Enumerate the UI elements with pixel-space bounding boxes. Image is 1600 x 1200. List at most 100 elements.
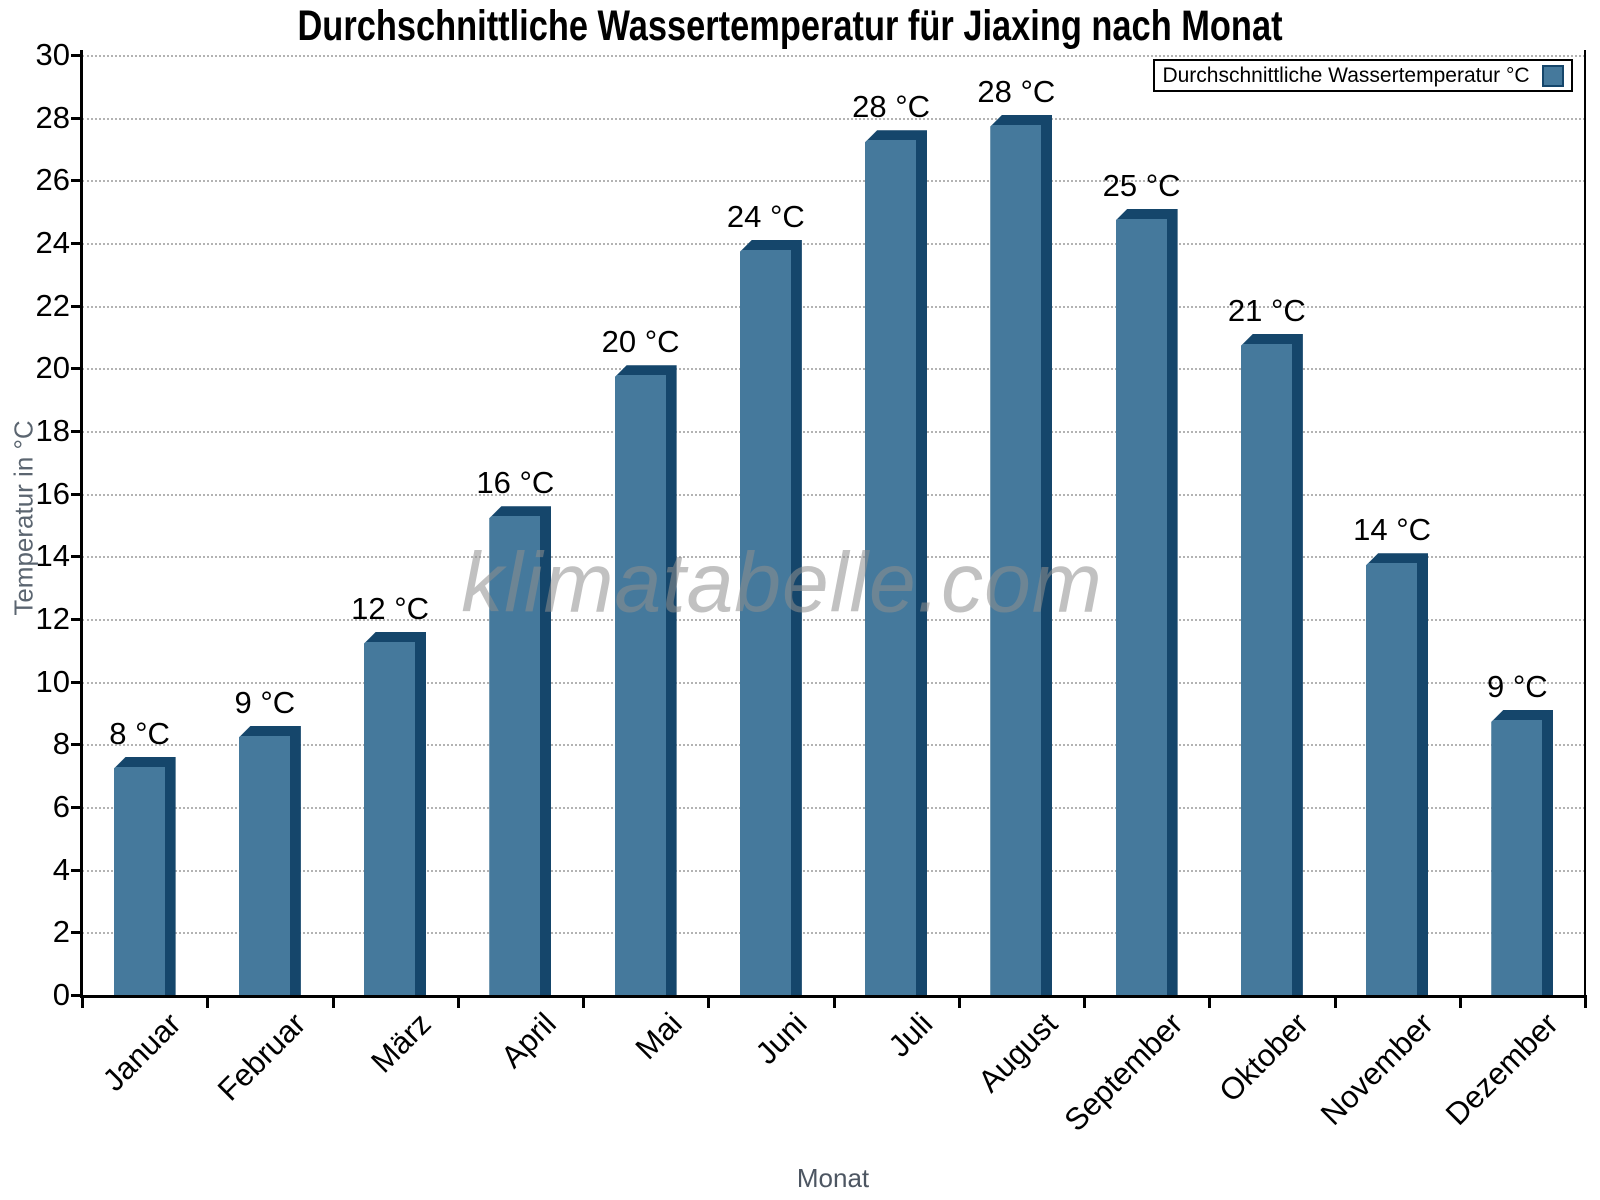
- y-tick-label: 26: [35, 162, 70, 198]
- y-axis-title: Temperatur in °C: [8, 420, 39, 616]
- y-tick-label: 0: [52, 977, 70, 1012]
- gridline: [82, 368, 1585, 371]
- x-tick-mark: [331, 995, 335, 1008]
- bar-value-label: 8 °C: [109, 715, 170, 751]
- y-tick-label: 28: [35, 99, 70, 135]
- y-tick-mark: [71, 116, 82, 120]
- bar-face: [990, 124, 1042, 995]
- gridline: [82, 243, 1585, 245]
- bar: [739, 239, 802, 995]
- legend-label: Durchschnittliche Wassertemperatur °C: [1162, 63, 1530, 87]
- chart-title: Durchschnittliche Wassertemperatur für J…: [174, 2, 1405, 51]
- bar: [614, 365, 677, 995]
- bar-value-label: 20 °C: [601, 324, 680, 360]
- y-tick-mark: [71, 430, 82, 433]
- bar-value-label: 9 °C: [234, 684, 296, 720]
- gridline: [82, 305, 1585, 308]
- bar-face: [865, 140, 917, 995]
- y-tick-mark: [71, 743, 82, 747]
- x-tick-mark: [707, 995, 711, 1008]
- gridlines: [82, 55, 1585, 995]
- y-tick-label: 22: [35, 287, 70, 323]
- gridline: [82, 681, 1585, 684]
- bar-face: [1115, 218, 1167, 995]
- bar-face: [739, 249, 791, 995]
- y-tick-mark: [71, 618, 82, 621]
- bar-value-label: 25 °C: [1102, 167, 1181, 203]
- x-category-label: Juni: [748, 1006, 814, 1071]
- plot-right-border: [1584, 50, 1586, 1008]
- x-tick-mark: [582, 995, 585, 1008]
- bar-face: [1240, 343, 1292, 995]
- y-tick-label: 10: [35, 663, 70, 699]
- y-tick-mark: [71, 179, 82, 183]
- bar: [865, 130, 928, 995]
- y-tick-label: 24: [35, 225, 70, 260]
- bar: [489, 506, 552, 995]
- y-tick-label: 30: [35, 37, 70, 72]
- x-tick-mark: [1333, 995, 1337, 1008]
- y-tick-mark: [71, 994, 82, 997]
- gridline: [82, 556, 1585, 559]
- bar-value-label: 24 °C: [726, 198, 805, 234]
- bar: [1115, 208, 1178, 995]
- gridline: [82, 744, 1585, 747]
- bar-value-label: 9 °C: [1487, 668, 1548, 704]
- bars: [82, 55, 1585, 995]
- y-tick-mark: [71, 680, 82, 684]
- x-category-label: Juli: [881, 1006, 939, 1064]
- x-tick-mark: [832, 995, 836, 1008]
- bar: [238, 725, 301, 995]
- x-axis-title: Monat: [796, 1163, 870, 1193]
- y-tick-label: 14: [35, 538, 70, 574]
- y-tick-label: 12: [35, 601, 70, 636]
- bar-value-label: 21 °C: [1227, 292, 1306, 328]
- gridline: [82, 55, 1585, 57]
- x-category-label: Januar: [95, 1006, 188, 1098]
- x-tick-mark: [456, 995, 460, 1008]
- x-tick-mark: [1584, 995, 1587, 1008]
- bar-face: [1366, 563, 1418, 995]
- x-tick-mark: [1083, 995, 1086, 1008]
- bar-face: [238, 735, 290, 995]
- x-tick-mark: [957, 995, 961, 1008]
- y-tick-mark: [71, 492, 82, 496]
- watermark: klimatabelle.com: [461, 535, 1103, 630]
- bar-value-label: 28 °C: [977, 73, 1056, 109]
- x-category-label: März: [364, 1006, 438, 1080]
- gridline: [82, 932, 1585, 935]
- y-tick-label: 18: [35, 413, 70, 448]
- x-tick-mark: [81, 995, 84, 1008]
- y-tick-mark: [71, 931, 82, 935]
- legend-color-swatch-icon: [1541, 64, 1564, 87]
- x-tick-mark: [206, 995, 210, 1008]
- y-tick-mark: [71, 555, 82, 559]
- bar: [1491, 709, 1554, 995]
- y-tick-label: 4: [52, 851, 70, 887]
- x-category-label: April: [494, 1006, 564, 1075]
- bar-value-label: 16 °C: [476, 465, 555, 501]
- gridline: [82, 619, 1585, 621]
- y-tick-label: 16: [35, 475, 70, 511]
- y-tick-label: 20: [35, 350, 70, 386]
- x-category-label: Oktober: [1211, 1006, 1315, 1109]
- bar-value-label: 28 °C: [852, 89, 931, 125]
- bar-face: [364, 641, 416, 995]
- y-tick-label: 2: [52, 914, 70, 950]
- y-axis-line: [80, 50, 83, 996]
- bar: [1366, 553, 1429, 995]
- y-tick-mark: [71, 868, 82, 872]
- bar: [1240, 333, 1303, 995]
- y-tick-mark: [71, 304, 82, 308]
- y-tick-mark: [71, 367, 82, 371]
- bar: [990, 114, 1053, 995]
- gridline: [82, 117, 1585, 120]
- legend-box: Durchschnittliche Wassertemperatur °C: [1153, 59, 1573, 92]
- x-category-label: Februar: [211, 1006, 313, 1108]
- bar-face: [113, 766, 165, 995]
- gridline: [82, 869, 1585, 872]
- bar: [113, 756, 176, 995]
